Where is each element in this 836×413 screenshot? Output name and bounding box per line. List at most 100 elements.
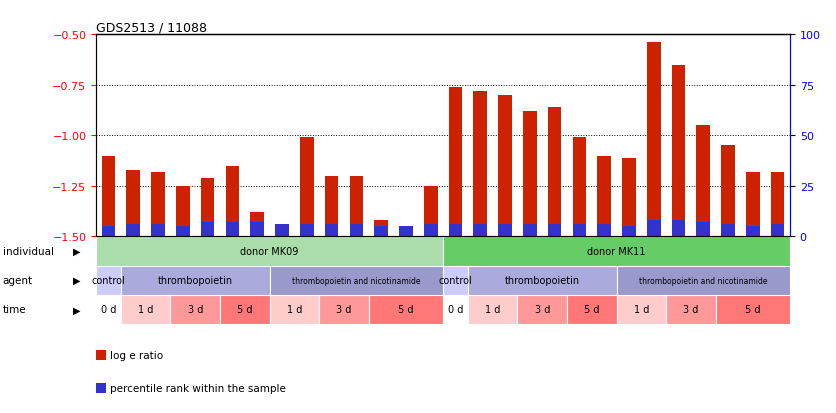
Bar <box>220 295 269 324</box>
Text: 5 d: 5 d <box>237 305 252 315</box>
Bar <box>399 229 413 237</box>
Bar <box>473 225 487 237</box>
Bar <box>300 138 314 237</box>
Text: log e ratio: log e ratio <box>110 350 163 360</box>
Text: thrombopoietin: thrombopoietin <box>158 275 233 285</box>
Bar <box>275 225 288 237</box>
Text: time: time <box>3 305 26 315</box>
Bar <box>622 158 635 237</box>
Bar <box>517 295 567 324</box>
Bar <box>121 266 269 295</box>
Bar <box>498 225 512 237</box>
Bar <box>746 172 760 237</box>
Text: control: control <box>439 275 472 285</box>
Bar <box>573 138 586 237</box>
Bar <box>375 221 388 237</box>
Bar <box>523 225 537 237</box>
Bar <box>201 178 215 237</box>
Bar <box>696 223 710 237</box>
Bar <box>721 225 735 237</box>
Bar <box>443 266 468 295</box>
Bar <box>696 126 710 237</box>
Bar <box>443 295 468 324</box>
Bar <box>126 170 140 237</box>
Text: agent: agent <box>3 275 33 285</box>
Bar <box>324 176 339 237</box>
Bar <box>443 237 790 266</box>
Text: 5 d: 5 d <box>584 305 599 315</box>
Text: individual: individual <box>3 247 54 256</box>
Bar <box>349 176 363 237</box>
Bar <box>498 96 512 237</box>
Bar <box>121 295 171 324</box>
Text: 5 d: 5 d <box>745 305 761 315</box>
Bar <box>746 227 760 237</box>
Text: thrombopoietin and nicotinamide: thrombopoietin and nicotinamide <box>292 276 421 285</box>
Bar <box>102 227 115 237</box>
Bar <box>468 295 517 324</box>
Bar <box>226 223 239 237</box>
Bar <box>647 43 660 237</box>
Bar <box>598 156 611 237</box>
Bar <box>771 172 784 237</box>
Bar <box>171 295 220 324</box>
Bar <box>671 221 686 237</box>
Bar <box>176 227 190 237</box>
Bar <box>226 166 239 237</box>
Bar <box>424 186 437 237</box>
Bar <box>647 221 660 237</box>
Text: 0 d: 0 d <box>448 305 463 315</box>
Bar <box>319 295 369 324</box>
Bar <box>598 225 611 237</box>
Bar <box>126 225 140 237</box>
Bar <box>251 223 264 237</box>
Bar <box>375 227 388 237</box>
Bar <box>573 225 586 237</box>
Text: 3 d: 3 d <box>187 305 203 315</box>
Bar <box>721 146 735 237</box>
Bar <box>548 225 562 237</box>
Text: 1 d: 1 d <box>287 305 302 315</box>
Text: ▶: ▶ <box>73 305 80 315</box>
Bar <box>567 295 616 324</box>
Bar <box>369 295 443 324</box>
Text: thrombopoietin: thrombopoietin <box>505 275 580 285</box>
Bar <box>671 65 686 237</box>
Text: GDS2513 / 11088: GDS2513 / 11088 <box>96 21 207 34</box>
Bar <box>151 172 165 237</box>
Text: ▶: ▶ <box>73 275 80 285</box>
Bar <box>449 225 462 237</box>
Bar <box>616 295 666 324</box>
Text: percentile rank within the sample: percentile rank within the sample <box>110 383 285 393</box>
Text: 1 d: 1 d <box>485 305 500 315</box>
Bar <box>771 225 784 237</box>
Bar <box>251 213 264 237</box>
Bar <box>424 225 437 237</box>
Bar <box>102 156 115 237</box>
Text: 3 d: 3 d <box>683 305 699 315</box>
Text: ▶: ▶ <box>73 247 80 256</box>
Bar <box>269 295 319 324</box>
Text: control: control <box>92 275 125 285</box>
Bar <box>548 108 562 237</box>
Bar <box>523 112 537 237</box>
Text: donor MK09: donor MK09 <box>241 247 298 256</box>
Text: donor MK11: donor MK11 <box>588 247 645 256</box>
Bar <box>449 88 462 237</box>
Text: 3 d: 3 d <box>534 305 550 315</box>
Text: 5 d: 5 d <box>398 305 414 315</box>
Text: thrombopoietin and nicotinamide: thrombopoietin and nicotinamide <box>639 276 767 285</box>
Bar <box>399 227 413 237</box>
Text: 1 d: 1 d <box>138 305 153 315</box>
Bar <box>96 295 121 324</box>
Bar <box>201 223 215 237</box>
Bar <box>324 225 339 237</box>
Text: 3 d: 3 d <box>336 305 352 315</box>
Bar <box>622 227 635 237</box>
Bar <box>96 237 443 266</box>
Bar <box>468 266 616 295</box>
Bar <box>151 225 165 237</box>
Text: 0 d: 0 d <box>101 305 116 315</box>
Bar <box>275 231 288 237</box>
Bar <box>349 225 363 237</box>
